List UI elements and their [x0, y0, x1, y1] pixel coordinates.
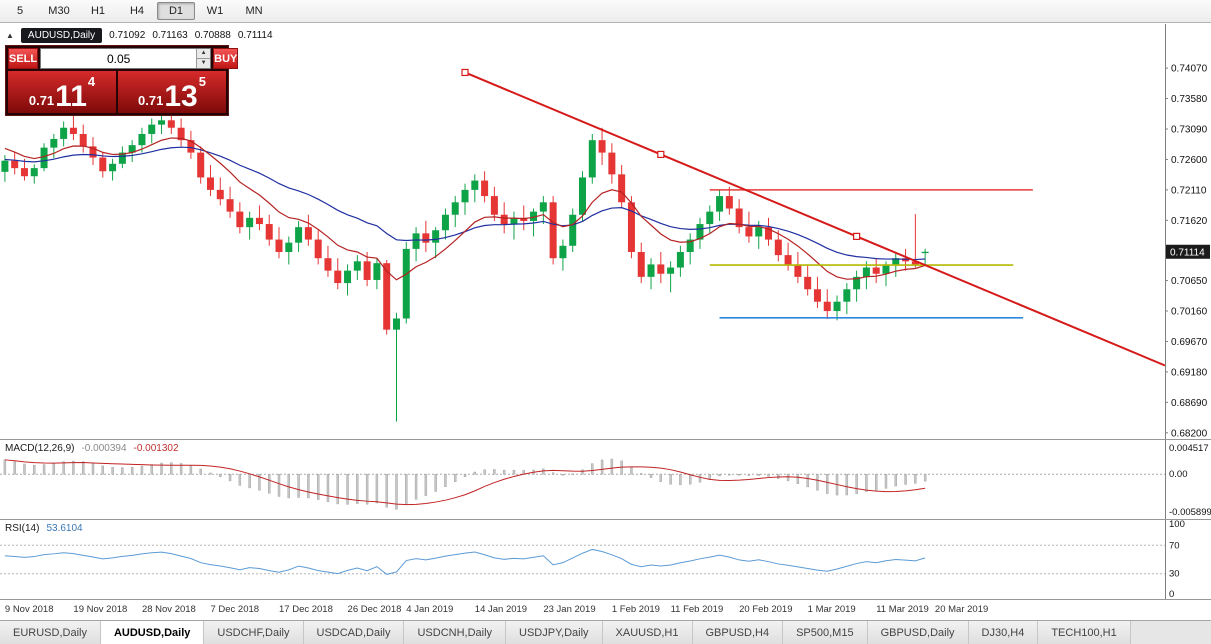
chart-tab-audusd-daily[interactable]: AUDUSD,Daily — [100, 621, 205, 644]
svg-text:0.00: 0.00 — [1169, 469, 1188, 480]
price-chart-canvas[interactable]: 0.74070 0.73580 0.73090 0.72600 0.72110 0.716… — [0, 24, 1211, 439]
symbol-badge: AUDUSD,Daily — [20, 28, 103, 43]
chart-tab-usdcad-daily[interactable]: USDCAD,Daily — [303, 621, 405, 644]
low-value: 0.70888 — [194, 30, 231, 41]
sell-button[interactable]: SELL — [8, 48, 39, 69]
rsi-canvas[interactable]: 100 70 30 0 — [0, 520, 1211, 599]
date-axis-label: 20 Mar 2019 — [934, 604, 989, 615]
buy-price-pipette: 5 — [198, 74, 206, 89]
date-axis-label: 11 Mar 2019 — [876, 604, 929, 615]
price-chart-pane[interactable]: 0.74070 0.73580 0.73090 0.72600 0.72110 0.716… — [0, 24, 1211, 440]
lot-increase-icon[interactable]: ▲ — [197, 49, 211, 59]
sell-price-big: 11 — [55, 80, 87, 113]
lot-decrease-icon[interactable]: ▼ — [197, 59, 211, 68]
timeframe-toolbar: 5 M30 H1 H4 D1 W1 MN — [0, 0, 1211, 23]
date-axis-label: 1 Feb 2019 — [611, 604, 660, 615]
rsi-indicator-label: RSI(14) 53.6104 — [5, 523, 83, 534]
rsi-value: 53.6104 — [46, 523, 83, 534]
svg-text:0.70650: 0.70650 — [1171, 276, 1208, 287]
chart-tab-usdchf-daily[interactable]: USDCHF,Daily — [204, 621, 304, 644]
date-axis-label: 19 Nov 2018 — [73, 604, 128, 615]
svg-text:0.72600: 0.72600 — [1171, 155, 1208, 166]
macd-signal-value: -0.001302 — [133, 443, 179, 454]
date-axis-label: 4 Jan 2019 — [406, 604, 454, 615]
svg-text:0.73090: 0.73090 — [1171, 124, 1208, 135]
chart-tab-tech100-h1[interactable]: TECH100,H1 — [1038, 621, 1131, 644]
timeframe-button-d1[interactable]: D1 — [157, 2, 195, 20]
svg-text:0.73580: 0.73580 — [1171, 94, 1208, 105]
close-value: 0.71114 — [237, 30, 273, 41]
macd-name: MACD(12,26,9) — [5, 443, 75, 454]
oneclick-toggle-icon[interactable]: ▲ — [6, 31, 14, 40]
macd-indicator-label: MACD(12,26,9) -0.000394 -0.001302 — [5, 443, 179, 454]
sell-price-pipette: 4 — [87, 74, 96, 89]
chart-tab-dj30-h4[interactable]: DJ30,H4 — [968, 621, 1039, 644]
date-axis-label: 14 Jan 2019 — [474, 604, 528, 615]
svg-text:-0.005899: -0.005899 — [1169, 507, 1211, 518]
chart-tab-eurusd-daily[interactable]: EURUSD,Daily — [0, 621, 101, 644]
lot-size-input[interactable] — [41, 49, 197, 68]
high-value: 0.71163 — [152, 30, 188, 41]
svg-text:0.71620: 0.71620 — [1171, 216, 1208, 227]
rsi-indicator-pane[interactable]: 100 70 30 0 RSI(14) 53.6104 — [0, 520, 1211, 600]
macd-indicator-pane[interactable]: 0.004517 0.00 -0.005899 MACD(12,26,9) -0.0… — [0, 440, 1211, 520]
sell-price-display[interactable]: 0.71 11 4 — [8, 71, 116, 113]
svg-text:0.74070: 0.74070 — [1171, 64, 1208, 75]
svg-text:0.69670: 0.69670 — [1171, 337, 1208, 348]
chart-tab-usdcnh-daily[interactable]: USDCNH,Daily — [404, 621, 507, 644]
timeframe-button-h1[interactable]: H1 — [90, 5, 106, 17]
date-axis-label: 9 Nov 2018 — [4, 604, 54, 615]
date-axis-label: 17 Dec 2018 — [279, 604, 333, 615]
svg-text:0.004517: 0.004517 — [1169, 443, 1209, 454]
chart-tab-gbpusd-h4[interactable]: GBPUSD,H4 — [692, 621, 784, 644]
date-axis[interactable]: 9 Nov 2018 19 Nov 2018 28 Nov 2018 7 Dec 20… — [0, 600, 1211, 620]
macd-canvas[interactable]: 0.004517 0.00 -0.005899 — [0, 440, 1211, 519]
macd-main-value: -0.000394 — [81, 443, 127, 454]
timeframe-button-w1[interactable]: W1 — [206, 5, 224, 17]
svg-text:100: 100 — [1169, 520, 1185, 530]
sell-price-prefix: 0.71 — [28, 93, 55, 108]
svg-text:70: 70 — [1169, 540, 1180, 551]
svg-text:0: 0 — [1169, 589, 1174, 599]
open-value: 0.71092 — [109, 30, 146, 41]
svg-text:0.68690: 0.68690 — [1171, 398, 1208, 409]
chart-title: ▲ AUDUSD,Daily 0.71092 0.71163 0.70888 0… — [6, 28, 273, 43]
buy-price-prefix: 0.71 — [138, 93, 164, 108]
timeframe-button-mn[interactable]: MN — [245, 5, 263, 17]
date-axis-label: 28 Nov 2018 — [141, 604, 196, 615]
date-axis-label: 11 Feb 2019 — [670, 604, 724, 615]
chart-tab-sp500-m15[interactable]: SP500,M15 — [783, 621, 868, 644]
svg-text:30: 30 — [1169, 569, 1180, 580]
chart-tabs-bar: EURUSD,Daily AUDUSD,Daily USDCHF,Daily USDC… — [0, 620, 1211, 644]
buy-price-display[interactable]: 0.71 13 5 — [118, 71, 226, 113]
svg-text:0.68200: 0.68200 — [1171, 428, 1208, 439]
svg-text:0.69180: 0.69180 — [1171, 367, 1208, 378]
buy-price-big: 13 — [164, 80, 198, 113]
lot-size-stepper: ▲ ▼ — [196, 49, 211, 68]
date-axis-label: 20 Feb 2019 — [739, 604, 793, 615]
timeframe-button-5[interactable]: 5 — [16, 5, 24, 17]
rsi-name: RSI(14) — [5, 523, 40, 534]
one-click-trading-panel: SELL ▲ ▼ BUY 0.71 11 4 0.71 — [5, 45, 239, 116]
date-axis-label: 26 Dec 2018 — [347, 604, 402, 615]
chart-tab-xauusd-h1[interactable]: XAUUSD,H1 — [602, 621, 693, 644]
date-axis-label: 1 Mar 2019 — [807, 604, 856, 615]
timeframe-button-m30[interactable]: M30 — [48, 5, 70, 17]
lot-size-field: ▲ ▼ — [40, 48, 212, 69]
svg-text:0.70160: 0.70160 — [1171, 307, 1208, 318]
date-axis-label: 23 Jan 2019 — [543, 604, 596, 615]
timeframe-button-h4[interactable]: H4 — [129, 5, 145, 17]
chart-tab-gbpusd-daily[interactable]: GBPUSD,Daily — [867, 621, 969, 644]
svg-text:0.72110: 0.72110 — [1171, 185, 1207, 196]
chart-tab-usdjpy-daily[interactable]: USDJPY,Daily — [506, 621, 603, 644]
buy-button[interactable]: BUY — [213, 48, 239, 69]
svg-text:0.71114: 0.71114 — [1170, 247, 1205, 258]
date-axis-label: 7 Dec 2018 — [210, 604, 260, 615]
